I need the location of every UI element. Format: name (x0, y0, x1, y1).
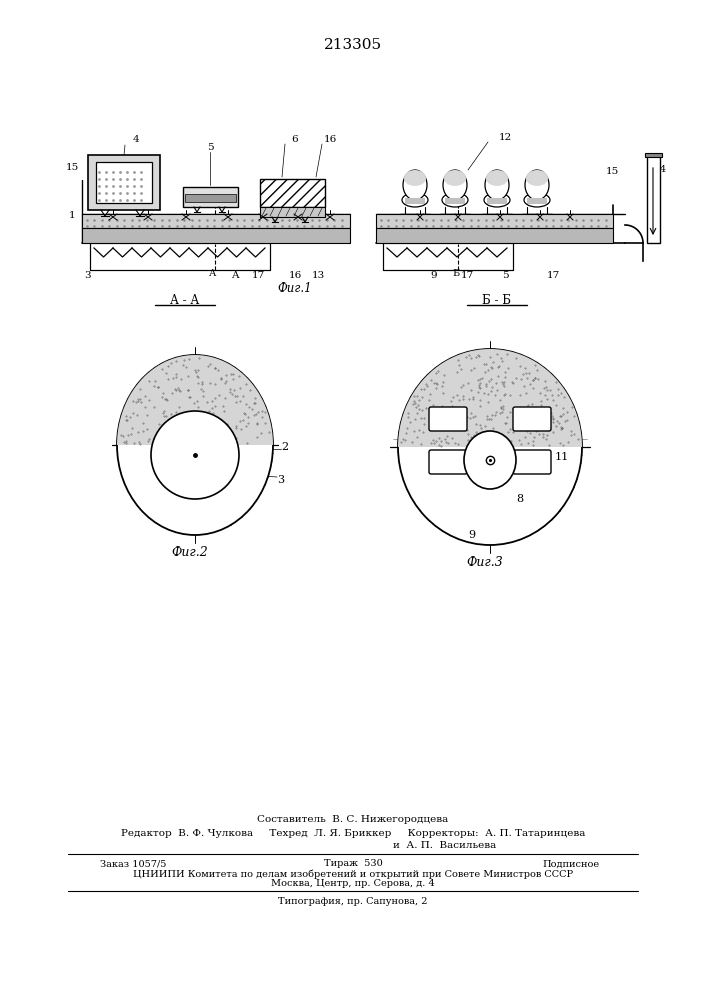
Bar (96, 162, 152, 203)
Ellipse shape (464, 431, 516, 489)
Circle shape (190, 450, 200, 460)
Bar (183, 187, 238, 207)
Text: 16: 16 (288, 271, 302, 280)
Text: ЦНИИПИ Комитета по делам изобретений и открытий при Совете Министров СССР: ЦНИИПИ Комитета по делам изобретений и о… (133, 869, 573, 879)
Text: 3: 3 (85, 270, 91, 279)
Text: Тираж  530: Тираж 530 (324, 859, 382, 868)
Text: 9: 9 (469, 530, 476, 540)
Text: 1: 1 (69, 211, 76, 220)
FancyBboxPatch shape (513, 407, 551, 431)
Text: 7: 7 (428, 374, 436, 384)
FancyBboxPatch shape (429, 450, 467, 474)
Text: Москва, Центр, пр. Серова, д. 4: Москва, Центр, пр. Серова, д. 4 (271, 880, 435, 888)
Text: 17: 17 (252, 271, 264, 280)
Text: и  А. П.  Васильева: и А. П. Васильева (393, 842, 496, 850)
Bar (487, 198, 507, 204)
Bar (645, 153, 662, 157)
Text: 14: 14 (653, 165, 667, 174)
Ellipse shape (398, 349, 582, 545)
FancyBboxPatch shape (429, 407, 467, 431)
Text: 13: 13 (311, 271, 325, 280)
Text: 17: 17 (460, 271, 474, 280)
Text: 3: 3 (277, 475, 284, 485)
Ellipse shape (444, 170, 466, 186)
Text: Б - Б: Б - Б (482, 294, 511, 306)
Ellipse shape (525, 170, 549, 200)
Text: Составитель  В. С. Нижегородцева: Составитель В. С. Нижегородцева (257, 816, 449, 824)
Text: 8: 8 (516, 494, 524, 504)
Ellipse shape (151, 411, 239, 499)
FancyBboxPatch shape (513, 450, 551, 474)
Bar (260, 207, 325, 217)
Bar (376, 228, 613, 243)
Bar (405, 198, 425, 204)
Bar (88, 155, 160, 210)
Bar (90, 243, 270, 270)
Ellipse shape (484, 193, 510, 207)
Text: 4: 4 (133, 135, 139, 144)
Text: 11: 11 (555, 452, 569, 462)
Bar (376, 214, 613, 228)
Text: 6: 6 (292, 135, 298, 144)
Bar (82, 214, 350, 228)
Text: 10: 10 (563, 410, 577, 420)
Bar (82, 228, 350, 243)
Bar (527, 198, 547, 204)
Bar (260, 179, 325, 207)
Ellipse shape (442, 193, 468, 207)
Ellipse shape (117, 355, 273, 535)
Text: 213305: 213305 (324, 38, 382, 52)
Ellipse shape (485, 170, 509, 200)
Bar (445, 198, 465, 204)
Text: Заказ 1057/5: Заказ 1057/5 (100, 859, 166, 868)
Text: 17: 17 (547, 271, 560, 280)
Bar (383, 243, 513, 270)
Text: Редактор  В. Ф. Чулкова     Техред  Л. Я. Бриккер     Корректоры:  А. П. Татарин: Редактор В. Ф. Чулкова Техред Л. Я. Брик… (121, 830, 585, 838)
Ellipse shape (404, 170, 426, 186)
Ellipse shape (526, 170, 548, 186)
Text: Фиг.2: Фиг.2 (172, 546, 209, 560)
Text: 5: 5 (206, 142, 214, 151)
Text: А - А: А - А (170, 294, 199, 306)
Text: 10: 10 (401, 424, 415, 434)
Ellipse shape (443, 170, 467, 200)
Bar (647, 155, 660, 243)
Ellipse shape (524, 193, 550, 207)
Text: 15: 15 (65, 162, 78, 172)
Text: 2: 2 (281, 442, 288, 452)
Text: 16: 16 (323, 135, 337, 144)
PathPatch shape (398, 349, 582, 447)
Text: Фиг.1: Фиг.1 (278, 282, 312, 294)
Text: 12: 12 (498, 133, 512, 142)
PathPatch shape (117, 355, 273, 445)
Ellipse shape (403, 170, 427, 200)
Text: Фиг.3: Фиг.3 (467, 556, 503, 570)
Ellipse shape (486, 170, 508, 186)
Text: 5: 5 (502, 271, 508, 280)
Text: Типография, пр. Сапунова, 2: Типография, пр. Сапунова, 2 (279, 898, 428, 906)
Bar (185, 194, 236, 202)
Text: 15: 15 (605, 167, 619, 176)
Text: Подписное: Подписное (543, 859, 600, 868)
Text: A: A (231, 271, 239, 280)
Text: 9: 9 (431, 271, 438, 280)
Ellipse shape (402, 193, 428, 207)
Text: Б: Б (452, 269, 460, 278)
Text: А: А (209, 269, 216, 278)
